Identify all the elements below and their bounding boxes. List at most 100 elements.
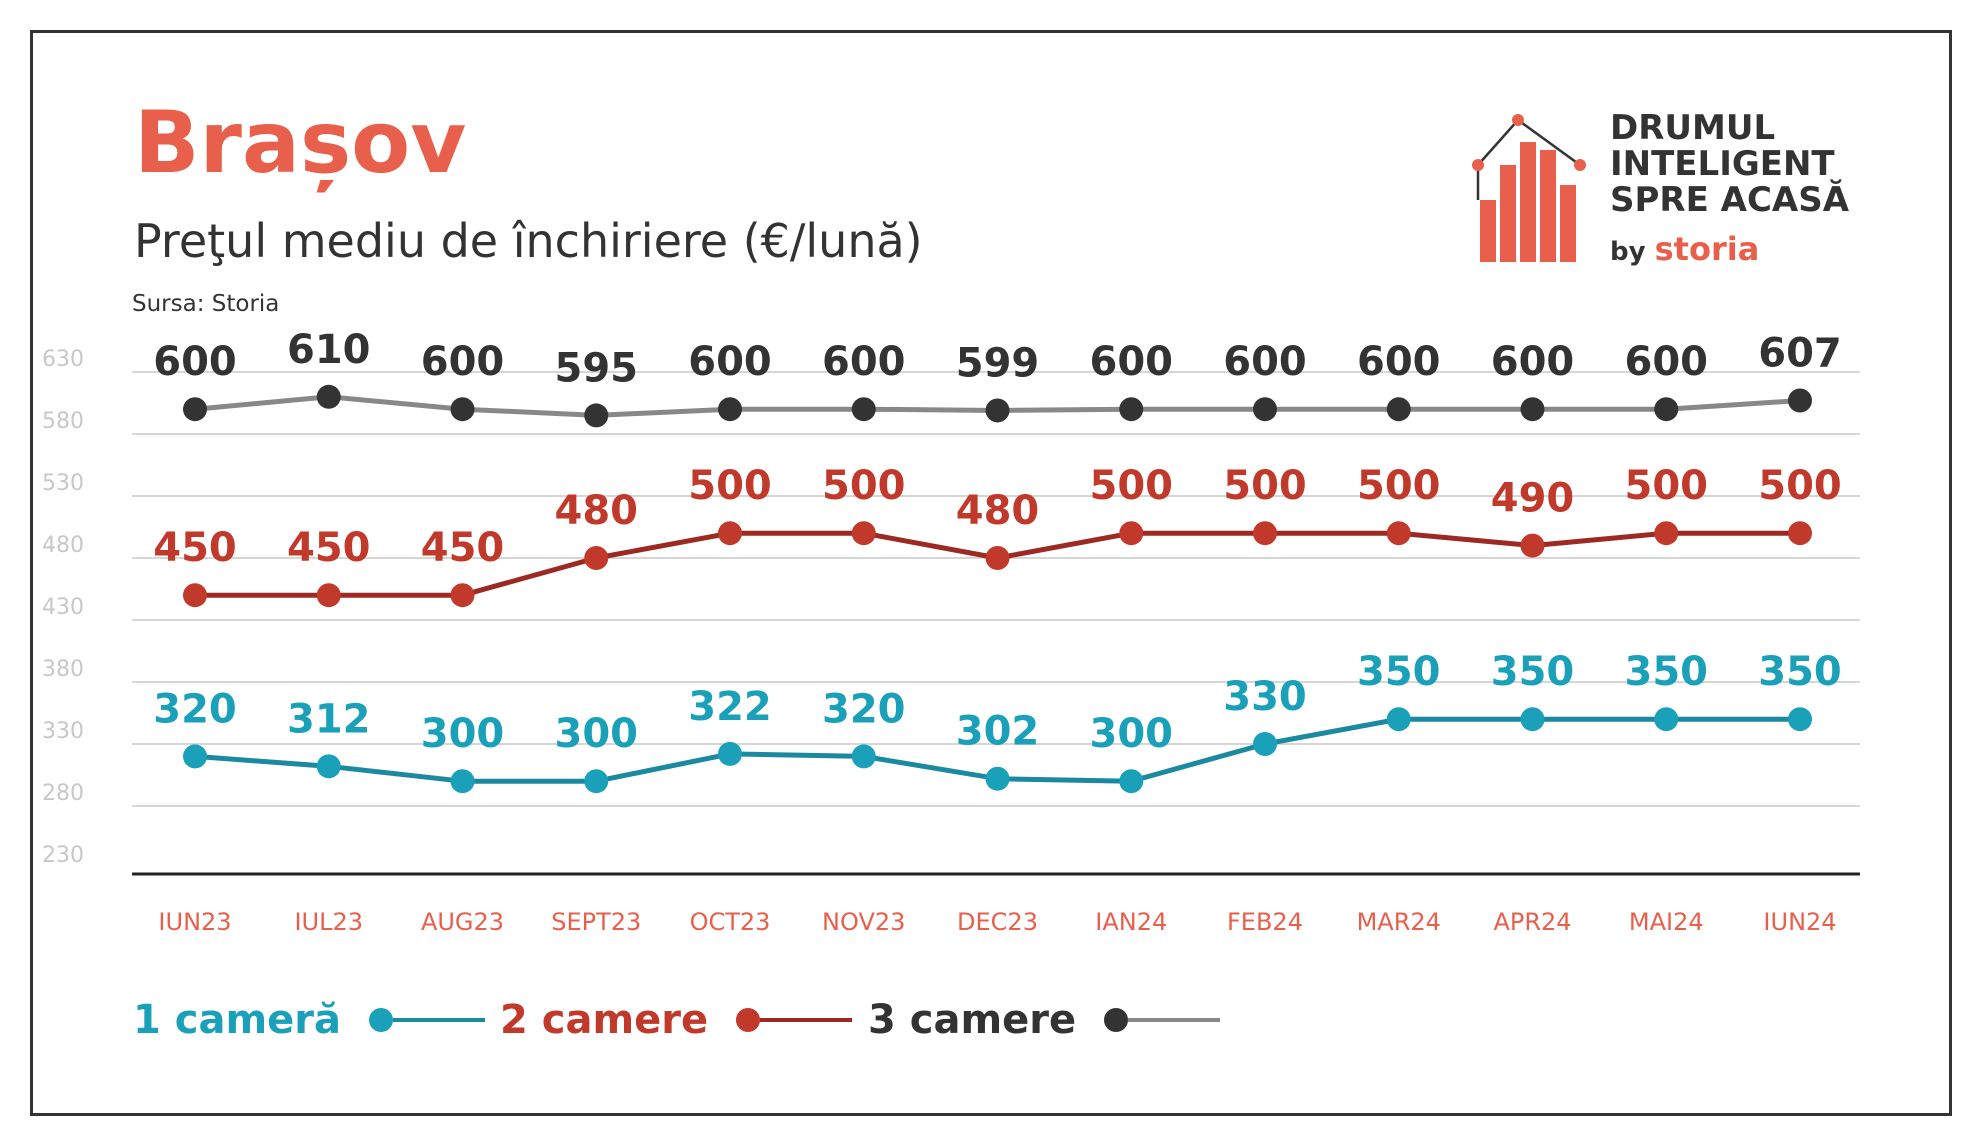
y-tick-label: 630 xyxy=(42,347,84,372)
data-point xyxy=(1654,521,1679,546)
y-tick-label: 480 xyxy=(42,533,84,558)
legend-label-2: 2 camere xyxy=(500,997,709,1043)
legend-marker-2 xyxy=(736,1008,761,1032)
data-point xyxy=(183,397,207,422)
data-point xyxy=(183,583,207,608)
x-tick-label: MAI24 xyxy=(1629,908,1704,936)
data-label: 330 xyxy=(1223,674,1307,720)
data-label: 450 xyxy=(153,525,237,571)
legend-item-1: 1 cameră xyxy=(133,995,485,1045)
data-label: 320 xyxy=(822,686,906,732)
data-label: 610 xyxy=(287,327,371,373)
data-label: 500 xyxy=(1223,463,1307,509)
legend-label-1: 1 cameră xyxy=(133,997,341,1043)
data-label: 599 xyxy=(956,340,1040,386)
data-label: 302 xyxy=(956,709,1040,755)
data-label: 500 xyxy=(1625,463,1709,509)
data-point xyxy=(1788,707,1812,732)
data-label: 350 xyxy=(1491,649,1575,695)
data-label: 600 xyxy=(1090,339,1174,385)
data-label: 322 xyxy=(688,684,772,730)
data-label: 480 xyxy=(555,488,639,534)
data-label: 300 xyxy=(555,711,639,757)
logo-brand: storia xyxy=(1654,230,1760,268)
data-point xyxy=(1520,397,1545,422)
data-label: 500 xyxy=(1090,463,1174,509)
data-point xyxy=(316,754,341,779)
data-label: 350 xyxy=(1758,649,1842,695)
data-point xyxy=(1119,521,1144,546)
chart-frame xyxy=(30,30,1952,1116)
data-point xyxy=(1119,769,1144,794)
data-label: 600 xyxy=(688,339,772,385)
x-tick-label: IAN24 xyxy=(1095,908,1167,936)
y-tick-label: 330 xyxy=(42,719,84,744)
data-point xyxy=(1520,533,1545,558)
data-point xyxy=(1788,521,1812,546)
data-point xyxy=(851,521,876,546)
x-tick-label: AUG23 xyxy=(421,908,504,936)
data-point xyxy=(450,397,475,422)
logo: DRUMUL INTELIGENT SPRE ACASĂ by storia xyxy=(1470,110,1880,270)
legend-item-3: 3 camere xyxy=(868,995,1221,1045)
data-point xyxy=(851,397,876,422)
y-tick-label: 230 xyxy=(42,843,84,868)
x-tick-label: DEC23 xyxy=(957,908,1038,936)
legend-line-1 xyxy=(393,1018,485,1022)
data-point xyxy=(450,583,475,608)
data-label: 450 xyxy=(287,525,371,571)
logo-by: by storia xyxy=(1610,230,1759,268)
data-label: 500 xyxy=(688,463,772,509)
data-point xyxy=(1386,521,1411,546)
data-label: 600 xyxy=(1357,339,1441,385)
data-label: 500 xyxy=(1357,463,1441,509)
data-label: 300 xyxy=(421,711,505,757)
x-tick-label: SEPT23 xyxy=(551,908,641,936)
data-label: 600 xyxy=(1223,339,1307,385)
y-tick-label: 530 xyxy=(42,471,84,496)
data-point xyxy=(1788,388,1812,413)
data-label: 350 xyxy=(1625,649,1709,695)
data-label: 500 xyxy=(822,463,906,509)
data-label: 300 xyxy=(1090,711,1174,757)
data-label: 600 xyxy=(153,339,237,385)
chart-subtitle: Preţul mediu de închiriere (€/lună) xyxy=(134,214,923,268)
x-tick-label: APR24 xyxy=(1493,908,1571,936)
data-point xyxy=(316,583,341,608)
data-label: 490 xyxy=(1491,476,1575,522)
data-point xyxy=(718,521,742,546)
chart-title: Brașov xyxy=(134,93,467,193)
data-point xyxy=(1253,732,1277,756)
x-tick-label: NOV23 xyxy=(822,908,905,936)
y-tick-label: 580 xyxy=(42,409,84,434)
logo-line-1: DRUMUL xyxy=(1610,108,1776,148)
data-point xyxy=(718,397,742,422)
data-label: 600 xyxy=(1625,339,1709,385)
data-label: 595 xyxy=(555,345,639,391)
data-label: 350 xyxy=(1357,649,1441,695)
y-tick-label: 430 xyxy=(42,595,84,620)
data-label: 450 xyxy=(421,525,505,571)
data-point xyxy=(584,403,609,428)
data-label: 320 xyxy=(153,686,237,732)
x-tick-label: IUL23 xyxy=(294,908,363,936)
x-tick-label: IUN23 xyxy=(158,908,231,936)
y-tick-label: 280 xyxy=(42,781,84,806)
legend-line-2 xyxy=(760,1018,853,1022)
logo-bars-icon xyxy=(1472,114,1586,262)
data-label: 312 xyxy=(287,696,371,742)
data-label: 600 xyxy=(1491,339,1575,385)
data-point xyxy=(1654,707,1679,732)
logo-line-2: INTELIGENT xyxy=(1610,144,1835,184)
data-point xyxy=(584,769,609,794)
data-point xyxy=(718,741,742,766)
logo-text: DRUMUL INTELIGENT SPRE ACASĂ xyxy=(1610,110,1849,218)
legend-marker-1 xyxy=(369,1008,393,1032)
x-tick-label: IUN24 xyxy=(1763,908,1836,936)
legend-marker-3 xyxy=(1104,1008,1129,1032)
data-label: 607 xyxy=(1758,331,1842,377)
data-point xyxy=(851,744,876,769)
data-point xyxy=(1654,397,1679,422)
x-tick-label: OCT23 xyxy=(690,908,771,936)
